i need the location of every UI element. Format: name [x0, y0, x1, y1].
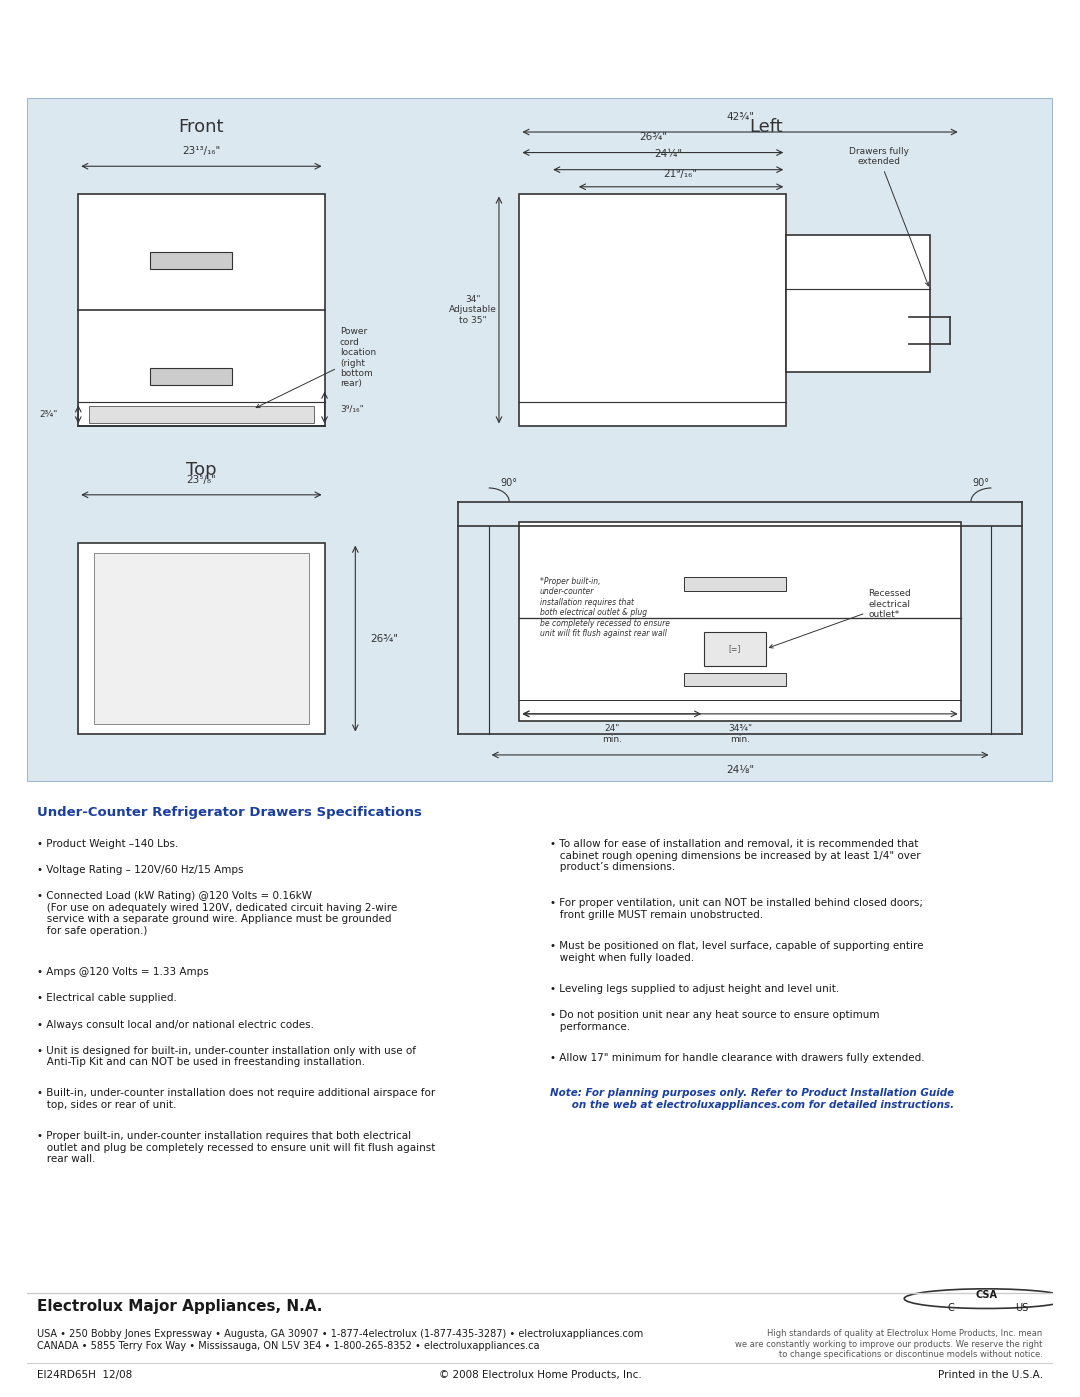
Text: Under-Counter Refrigerator Drawers: Under-Counter Refrigerator Drawers — [43, 31, 596, 60]
Bar — [78, 543, 325, 735]
Text: 24¼": 24¼" — [654, 149, 683, 159]
Text: 26¾": 26¾" — [370, 634, 399, 644]
Text: Under-Counter Refrigerator Drawers Specifications: Under-Counter Refrigerator Drawers Speci… — [37, 806, 422, 819]
Bar — [786, 235, 930, 372]
Text: Electrolux Major Appliances, N.A.: Electrolux Major Appliances, N.A. — [37, 1299, 323, 1313]
Bar — [684, 577, 786, 591]
Text: 2¾": 2¾" — [39, 411, 58, 419]
Text: © 2008 Electrolux Home Products, Inc.: © 2008 Electrolux Home Products, Inc. — [438, 1370, 642, 1380]
Bar — [519, 194, 786, 426]
Text: 34¾"
min.: 34¾" min. — [728, 724, 752, 743]
Text: • Product Weight –140 Lbs.: • Product Weight –140 Lbs. — [37, 840, 178, 849]
Text: Drawers fully
extended: Drawers fully extended — [849, 147, 929, 286]
Text: • Must be positioned on flat, level surface, capable of supporting entire
   wei: • Must be positioned on flat, level surf… — [551, 942, 923, 963]
Text: • Leveling legs supplied to adjust height and level unit.: • Leveling legs supplied to adjust heigh… — [551, 983, 839, 993]
Text: Printed in the U.S.A.: Printed in the U.S.A. — [937, 1370, 1043, 1380]
Text: 90°: 90° — [501, 478, 517, 488]
Text: • Built-in, under-counter installation does not require additional airspace for
: • Built-in, under-counter installation d… — [37, 1088, 435, 1111]
Text: • Always consult local and/or national electric codes.: • Always consult local and/or national e… — [37, 1020, 314, 1030]
Text: 24"
min.: 24" min. — [602, 724, 622, 743]
Text: • Do not position unit near any heat source to ensure optimum
   performance.: • Do not position unit near any heat sou… — [551, 1010, 880, 1031]
Circle shape — [904, 1289, 1068, 1309]
Text: Recessed
electrical
outlet*: Recessed electrical outlet* — [769, 590, 912, 648]
Text: Top: Top — [186, 461, 217, 479]
Text: • Unit is designed for built-in, under-counter installation only with use of
   : • Unit is designed for built-in, under-c… — [37, 1045, 416, 1067]
Bar — [704, 631, 766, 666]
Text: Front: Front — [178, 119, 225, 137]
Bar — [78, 194, 325, 426]
Text: • Proper built-in, under-counter installation requires that both electrical
   o: • Proper built-in, under-counter install… — [37, 1132, 435, 1164]
Text: • For proper ventilation, unit can NOT be installed behind closed doors;
   fron: • For proper ventilation, unit can NOT b… — [551, 898, 923, 921]
Text: • Voltage Rating – 120V/60 Hz/15 Amps: • Voltage Rating – 120V/60 Hz/15 Amps — [37, 865, 244, 875]
Text: 90°: 90° — [973, 478, 989, 488]
Text: USA • 250 Bobby Jones Expressway • Augusta, GA 30907 • 1-877-4electrolux (1-877-: USA • 250 Bobby Jones Expressway • Augus… — [37, 1330, 644, 1351]
Text: 23⁵/₈": 23⁵/₈" — [187, 475, 216, 485]
Text: 42¾": 42¾" — [726, 112, 754, 122]
Text: 3⁹/₁₆": 3⁹/₁₆" — [340, 405, 364, 414]
Text: EI24RD65H  12/08: EI24RD65H 12/08 — [37, 1370, 133, 1380]
Text: 26¾": 26¾" — [639, 133, 666, 142]
Text: US: US — [1015, 1303, 1029, 1313]
Text: 21⁹/₁₆": 21⁹/₁₆" — [663, 169, 698, 179]
Bar — [94, 553, 309, 724]
Text: High standards of quality at Electrolux Home Products, Inc. mean
we are constant: High standards of quality at Electrolux … — [735, 1330, 1043, 1359]
Text: 34"
Adjustable
to 35": 34" Adjustable to 35" — [449, 295, 497, 326]
FancyBboxPatch shape — [27, 98, 1053, 782]
Text: [=]: [=] — [729, 644, 741, 654]
Bar — [150, 251, 232, 270]
Bar — [684, 673, 786, 686]
Text: Power
cord
location
(right
bottom
rear): Power cord location (right bottom rear) — [256, 327, 376, 408]
Text: • Allow 17" minimum for handle clearance with drawers fully extended.: • Allow 17" minimum for handle clearance… — [551, 1053, 924, 1063]
Bar — [89, 407, 314, 423]
Text: CSA: CSA — [975, 1289, 997, 1301]
Text: Note: For planning purposes only. Refer to Product Installation Guide
      on t: Note: For planning purposes only. Refer … — [551, 1088, 955, 1111]
Text: ⧫ Electrolux: ⧫ Electrolux — [856, 31, 1037, 59]
Text: • Electrical cable supplied.: • Electrical cable supplied. — [37, 993, 177, 1003]
Text: C: C — [947, 1303, 954, 1313]
Text: • To allow for ease of installation and removal, it is recommended that
   cabin: • To allow for ease of installation and … — [551, 840, 921, 872]
Text: *Proper built-in,
under-counter
installation requires that
both electrical outle: *Proper built-in, under-counter installa… — [540, 577, 670, 638]
Text: • Amps @120 Volts = 1.33 Amps: • Amps @120 Volts = 1.33 Amps — [37, 967, 210, 978]
Bar — [519, 522, 961, 721]
Text: Left: Left — [748, 119, 783, 137]
Text: • Connected Load (kW Rating) @120 Volts = 0.16kW
   (For use on adequately wired: • Connected Load (kW Rating) @120 Volts … — [37, 891, 397, 936]
Text: 24⅛": 24⅛" — [726, 766, 754, 775]
Bar — [150, 369, 232, 386]
Text: 23¹³/₁₆": 23¹³/₁₆" — [183, 145, 220, 156]
Text: EI24RD65H S: EI24RD65H S — [43, 73, 126, 87]
